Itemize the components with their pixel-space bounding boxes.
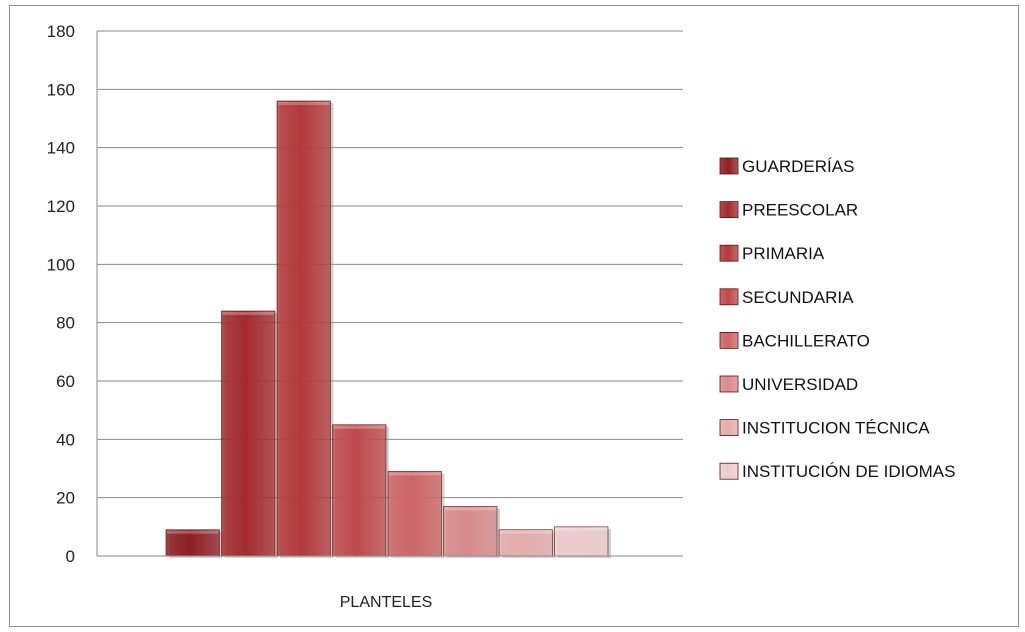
bar-8 — [554, 526, 611, 558]
legend-label: INSTITUCION TÉCNICA — [742, 419, 930, 438]
bar-3 — [276, 100, 334, 558]
y-tick-label: 40 — [56, 430, 75, 449]
legend-label: PRIMARIA — [742, 244, 825, 263]
y-tick-label: 80 — [56, 314, 75, 333]
x-axis: PLANTELES — [97, 555, 683, 611]
y-tick-label: 140 — [47, 139, 75, 158]
y-tick-label: 20 — [56, 489, 75, 508]
y-tick-label: 0 — [66, 547, 75, 566]
legend-item: GUARDERÍAS — [719, 157, 854, 176]
bar-4 — [332, 424, 389, 558]
legend-item: INSTITUCIÓN DE IDIOMAS — [719, 462, 955, 481]
legend-label: BACHILLERATO — [742, 331, 870, 350]
legend-swatch — [719, 157, 739, 175]
legend-label: GUARDERÍAS — [742, 157, 854, 176]
legend: GUARDERÍAS PREESCOLAR PRIMARIA SECUNDARIA BA… — [719, 157, 955, 481]
bar-5 — [387, 471, 445, 558]
legend-item: SECUNDARIA — [719, 288, 854, 307]
y-tick-label: 60 — [56, 372, 75, 391]
y-tick-label: 180 — [47, 22, 75, 41]
x-category-label: PLANTELES — [340, 594, 432, 611]
bar-1 — [165, 529, 223, 558]
y-tick-label: 160 — [47, 80, 75, 99]
legend-swatch — [719, 419, 739, 437]
legend-swatch — [719, 331, 739, 349]
y-tick-label: 100 — [47, 255, 75, 274]
bars — [165, 100, 611, 558]
legend-swatch — [719, 201, 739, 219]
legend-swatch — [719, 375, 739, 393]
legend-label: INSTITUCIÓN DE IDIOMAS — [742, 462, 955, 481]
y-tick-label: 120 — [47, 197, 75, 216]
legend-label: UNIVERSIDAD — [742, 375, 858, 394]
legend-item: BACHILLERATO — [719, 331, 870, 350]
bar-6 — [443, 506, 500, 558]
legend-item: PRIMARIA — [719, 244, 825, 263]
bar-7 — [498, 529, 556, 558]
legend-swatch — [719, 244, 739, 262]
bar-2 — [221, 310, 278, 558]
legend-swatch — [719, 288, 739, 306]
legend-swatch — [719, 462, 739, 480]
legend-item: UNIVERSIDAD — [719, 375, 858, 394]
chart-frame — [9, 5, 1019, 627]
legend-label: SECUNDARIA — [742, 288, 854, 307]
y-axis: 0 20 40 60 80 100 120 140 160 180 — [47, 22, 98, 566]
legend-item: PREESCOLAR — [719, 201, 858, 220]
legend-item: INSTITUCION TÉCNICA — [719, 419, 930, 438]
legend-label: PREESCOLAR — [742, 201, 858, 220]
